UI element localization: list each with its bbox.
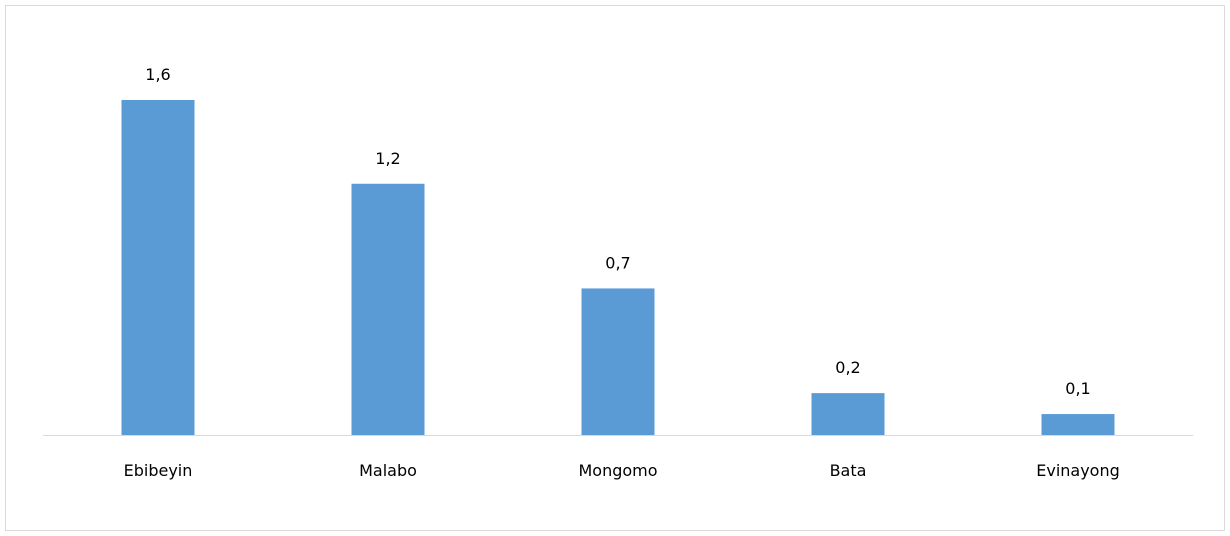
data-label-bata: 0,2 xyxy=(835,358,860,377)
data-labels-group: 1,6 1,2 0,7 0,2 0,1 xyxy=(145,65,1090,398)
chart-area xyxy=(5,5,1225,531)
bar-evinayong xyxy=(1041,414,1115,435)
data-label-evinayong: 0,1 xyxy=(1065,379,1090,398)
x-tick-labels-group: Ebibeyin Malabo Mongomo Bata Evinayong xyxy=(124,461,1120,480)
data-label-ebibeyin: 1,6 xyxy=(145,65,170,84)
data-label-malabo: 1,2 xyxy=(375,149,400,168)
x-tick-label-mongomo: Mongomo xyxy=(578,461,657,480)
x-tick-label-evinayong: Evinayong xyxy=(1036,461,1120,480)
x-tick-label-ebibeyin: Ebibeyin xyxy=(124,461,193,480)
bar-mongomo xyxy=(581,288,655,435)
bars-group xyxy=(121,100,1115,435)
x-tick-label-malabo: Malabo xyxy=(359,461,417,480)
data-label-mongomo: 0,7 xyxy=(605,253,630,272)
bar-ebibeyin xyxy=(121,100,195,435)
bar-bata xyxy=(811,393,885,435)
x-tick-label-bata: Bata xyxy=(830,461,867,480)
bar-malabo xyxy=(351,183,425,435)
